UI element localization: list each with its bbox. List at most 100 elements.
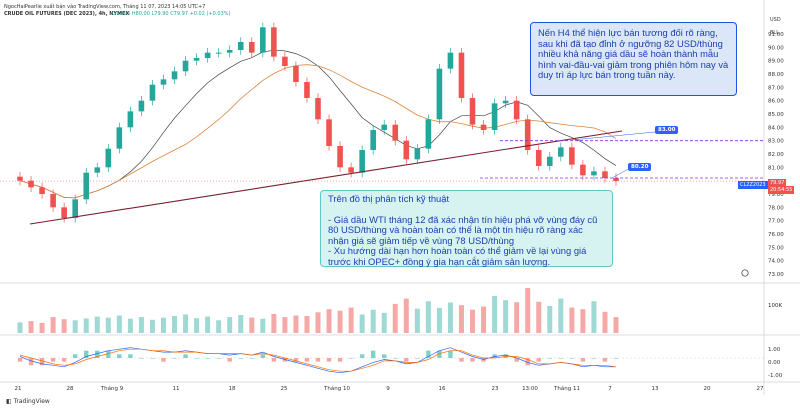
macd-histogram-3 bbox=[50, 358, 56, 362]
volume-bar-41 bbox=[470, 309, 476, 333]
macd-histogram-48 bbox=[547, 358, 552, 359]
tradingview-logo[interactable]: ◧ TradingView bbox=[6, 398, 50, 405]
macd-histogram-46 bbox=[525, 358, 530, 366]
volume-bar-44 bbox=[503, 300, 509, 333]
candle-11 bbox=[138, 96, 145, 116]
macd-histogram-18 bbox=[216, 358, 221, 359]
y-tick-label-10: 84.00 bbox=[768, 125, 784, 131]
currency-label: USD bbox=[770, 17, 781, 23]
macd-histogram-6 bbox=[84, 350, 89, 358]
volume-bar-37 bbox=[425, 301, 431, 333]
volume-bar-10 bbox=[127, 318, 133, 333]
candle-10 bbox=[127, 106, 134, 132]
user-icon bbox=[741, 269, 749, 277]
macd-histogram-2 bbox=[39, 358, 45, 366]
x-tick-label-3: 11 bbox=[173, 386, 180, 392]
y-tick-label-14: 88.00 bbox=[768, 72, 784, 78]
macd-histogram-28 bbox=[326, 358, 332, 362]
macd-histogram-5 bbox=[72, 354, 78, 358]
volume-bar-19 bbox=[227, 317, 233, 333]
last-price-tag: 79.97 bbox=[768, 179, 787, 187]
candle-19 bbox=[226, 45, 233, 58]
macd-histogram-7 bbox=[95, 350, 100, 358]
macd-histogram-45 bbox=[514, 358, 519, 362]
y-tick-label-5: 78.00 bbox=[768, 205, 784, 211]
candle-53 bbox=[602, 166, 608, 183]
volume-bar-12 bbox=[149, 319, 155, 333]
tag-upper-pointer bbox=[571, 131, 656, 141]
y-tick-label-1: 74.00 bbox=[768, 259, 784, 265]
volume-bar-13 bbox=[160, 317, 166, 333]
macd-histogram-47 bbox=[536, 358, 541, 362]
volume-bar-48 bbox=[547, 306, 553, 333]
candle-37 bbox=[425, 114, 432, 154]
candle-15 bbox=[182, 56, 189, 76]
candle-14 bbox=[171, 66, 178, 84]
macd-histogram-14 bbox=[172, 358, 177, 359]
macd-histogram-36 bbox=[415, 358, 420, 359]
candle-13 bbox=[160, 74, 167, 90]
candle-4 bbox=[61, 202, 67, 223]
volume-bar-18 bbox=[216, 320, 222, 333]
macd-histogram-40 bbox=[459, 358, 464, 362]
candle-18 bbox=[215, 48, 222, 58]
macd-histogram-26 bbox=[304, 358, 310, 362]
x-tick-label-12: 7 bbox=[608, 386, 612, 392]
volume-bar-6 bbox=[83, 318, 89, 333]
x-tick-label-15: 27 bbox=[757, 386, 764, 392]
macd-tick-label-0: 1.00 bbox=[768, 347, 781, 353]
volume-bar-2 bbox=[39, 322, 45, 333]
x-tick-label-10: 13:00 bbox=[522, 386, 538, 392]
note-bottom-point-1: - Giá dầu WTI tháng 12 đã xác nhận tín h… bbox=[328, 213, 598, 246]
candle-3 bbox=[50, 189, 56, 212]
macd-histogram-41 bbox=[470, 358, 475, 362]
unit-label: BLL bbox=[770, 30, 780, 36]
macd-histogram-1 bbox=[28, 358, 34, 366]
macd-histogram-53 bbox=[602, 358, 608, 362]
macd-histogram-52 bbox=[591, 358, 597, 359]
note-bottom-point-2: - Xu hướng dài hạn hơn hoàn toàn có thể … bbox=[328, 245, 587, 267]
y-tick-label-13: 87.00 bbox=[768, 85, 784, 91]
y-tick-label-6: 79.00 bbox=[768, 192, 784, 198]
x-tick-label-5: 25 bbox=[281, 386, 288, 392]
macd-histogram-11 bbox=[139, 358, 144, 359]
x-tick-label-7: 9 bbox=[386, 386, 390, 392]
volume-bar-17 bbox=[205, 316, 211, 333]
candle-9 bbox=[116, 122, 123, 154]
volume-bar-7 bbox=[94, 316, 100, 333]
level-tag-lower[interactable]: 80.20 bbox=[628, 163, 652, 171]
volume-bar-23 bbox=[271, 313, 277, 333]
volume-bar-42 bbox=[481, 306, 487, 333]
analysis-note-top[interactable]: Nến H4 thể hiện lực bán tương đối rõ ràn… bbox=[530, 22, 737, 96]
x-tick-label-13: 13 bbox=[652, 386, 659, 392]
volume-bar-3 bbox=[50, 317, 56, 333]
candle-25 bbox=[293, 61, 299, 87]
y-tick-label-0: 73.00 bbox=[768, 272, 784, 278]
macd-histogram-51 bbox=[580, 358, 586, 362]
x-tick-label-1: 28 bbox=[67, 386, 74, 392]
macd-histogram-49 bbox=[558, 358, 564, 359]
publisher-line: NgocHaiPearlie xuất bản vào TradingView.… bbox=[4, 4, 206, 10]
symbol-price-tag: CL2Z2023 bbox=[738, 181, 768, 189]
tv-logo-icon: ◧ bbox=[6, 398, 14, 405]
macd-histogram-29 bbox=[337, 358, 343, 362]
volume-bar-35 bbox=[403, 298, 409, 333]
candle-33 bbox=[381, 120, 388, 135]
candle-52 bbox=[591, 166, 597, 180]
analysis-note-bottom[interactable]: Trên đồ thị phân tích kỹ thuật - Giá dầu… bbox=[320, 190, 613, 267]
ascending-neckline bbox=[29, 130, 623, 225]
volume-bar-43 bbox=[492, 295, 498, 333]
macd-histogram-12 bbox=[150, 358, 155, 359]
level-tag-upper[interactable]: 83.00 bbox=[655, 126, 679, 134]
candle-23 bbox=[271, 22, 277, 62]
candle-1 bbox=[28, 176, 34, 192]
volume-bar-24 bbox=[282, 317, 288, 333]
volume-bar-49 bbox=[558, 298, 564, 333]
x-tick-label-8: 16 bbox=[439, 386, 446, 392]
x-tick-label-6: Tháng 10 bbox=[323, 385, 350, 392]
volume-bar-28 bbox=[326, 309, 332, 333]
volume-bar-27 bbox=[315, 312, 321, 333]
candle-32 bbox=[370, 125, 376, 155]
volume-bar-1 bbox=[28, 321, 34, 333]
macd-histogram-31 bbox=[359, 354, 365, 358]
